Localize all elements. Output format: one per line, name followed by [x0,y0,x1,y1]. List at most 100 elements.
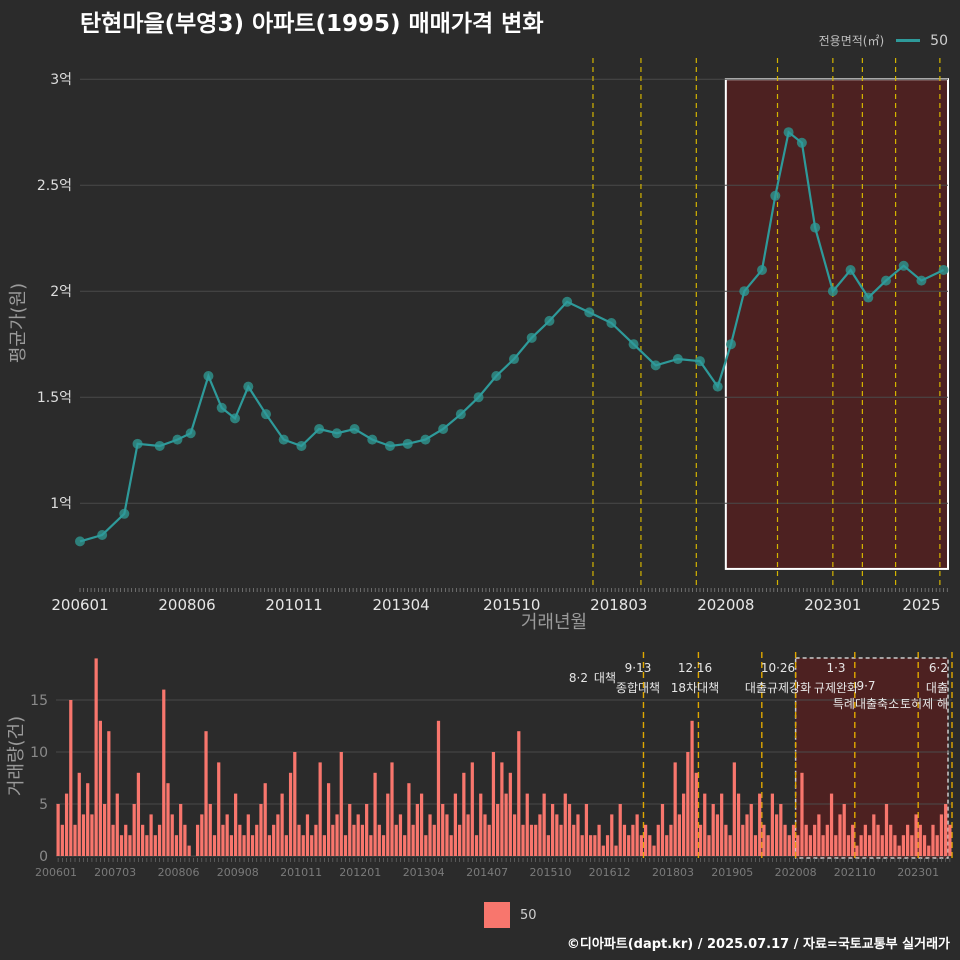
volume-bar [390,762,394,856]
volume-bar [487,824,491,856]
volume-bar [293,752,297,856]
volume-bar [529,824,534,856]
highlight-region [794,657,949,859]
volume-bar [918,824,922,856]
volume-bar [246,814,250,856]
volume-bar [170,814,174,856]
volume-bar [648,835,652,856]
volume-bar [542,793,546,856]
volume-bar [584,804,589,856]
volume-bar [766,835,770,856]
volume-bar [935,835,939,856]
y-tick-label: 5 [39,797,48,813]
volume-bar [339,752,343,856]
volume-bar [255,824,259,856]
volume-bar [897,845,901,856]
volume-bar [407,783,411,856]
volume-bar [525,793,529,856]
volume-bar [326,783,331,856]
volume-bar [102,804,107,856]
volume-bar [774,814,779,856]
annotation-label: 대출규제강화 [745,681,811,695]
volume-bar [200,814,204,856]
volume-bar [479,793,483,856]
x-tick-label: 201803 [590,596,647,614]
volume-bar [398,814,403,856]
volume-bar [605,835,610,856]
volume-bar [386,793,390,856]
volume-bar [660,804,665,856]
volume-bar [715,814,720,856]
volume-bar [377,824,381,856]
volume-bar [462,772,466,856]
volume-bar [500,762,504,856]
volume-bar [238,824,242,856]
volume-bar [86,783,90,856]
volume-bar [838,814,842,856]
x-tick-label: 201510 [529,866,571,879]
volume-bar [703,793,707,856]
volume-bar [225,814,229,856]
x-tick-label: 201905 [711,866,753,879]
volume-bar [187,845,191,856]
volume-bar [550,804,555,856]
volume-bar [813,824,817,856]
volume-bar [555,814,559,856]
annotation-date: 10·26 [761,661,795,675]
volume-bar [762,824,766,856]
volume-bar [157,824,162,856]
volume-bar [470,762,474,856]
volume-bar [576,814,580,856]
volume-bar [98,720,102,856]
volume-bar [428,814,432,856]
annotation-label: 대출 [926,681,948,695]
volume-bar [922,835,927,856]
volume-bar [652,845,656,856]
legend-bottom-value: 50 [520,907,537,923]
x-tick-label: 202301 [804,596,861,614]
volume-bar [559,824,563,856]
volume-bar [301,835,305,856]
y-tick-label: 15 [30,693,48,709]
volume-bar [259,804,263,856]
y-axis-title: 거래량(건) [6,716,27,796]
volume-bar [720,793,724,856]
volume-bar [589,835,593,856]
annotation-date: 8·2 [569,671,588,685]
y-tick-label: 2.5억 [37,178,72,194]
volume-bar [770,793,774,856]
page-title: 탄현마을(부영3) 아파트(1995) 매매가격 변화 [80,11,544,37]
x-tick-label: 200806 [158,866,200,879]
annotation-date: 1·3 [826,661,845,675]
volume-bar [441,804,445,856]
volume-bar [796,835,800,856]
volume-bar [597,824,601,856]
volume-bar [639,835,643,856]
volume-bar [690,720,694,856]
volume-bar [872,814,876,856]
volume-bar [834,835,838,856]
annotation-label: 토허제 해 [900,697,948,711]
volume-bar [166,783,170,856]
x-tick-label: 202008 [697,596,754,614]
volume-bar [124,824,128,856]
volume-bar [927,845,931,856]
volume-bar [808,835,813,856]
volume-bar [817,814,821,856]
x-tick-label: 201011 [265,596,322,614]
x-tick-label: 200703 [94,866,136,879]
legend-top: 전용면적(㎡) 50 [819,32,948,49]
volume-bar [698,824,703,856]
volume-bar [686,752,690,856]
volume-bar [153,835,157,856]
volume-bar [229,835,234,856]
volume-bar [132,804,136,856]
volume-bar [546,835,550,856]
x-axis-title: 거래년월 [521,612,587,633]
volume-bar [474,835,479,856]
volume-bar [162,689,166,856]
volume-bar [458,824,462,856]
volume-bar [851,824,855,856]
volume-bar [711,804,715,856]
volume-bar [593,835,597,856]
